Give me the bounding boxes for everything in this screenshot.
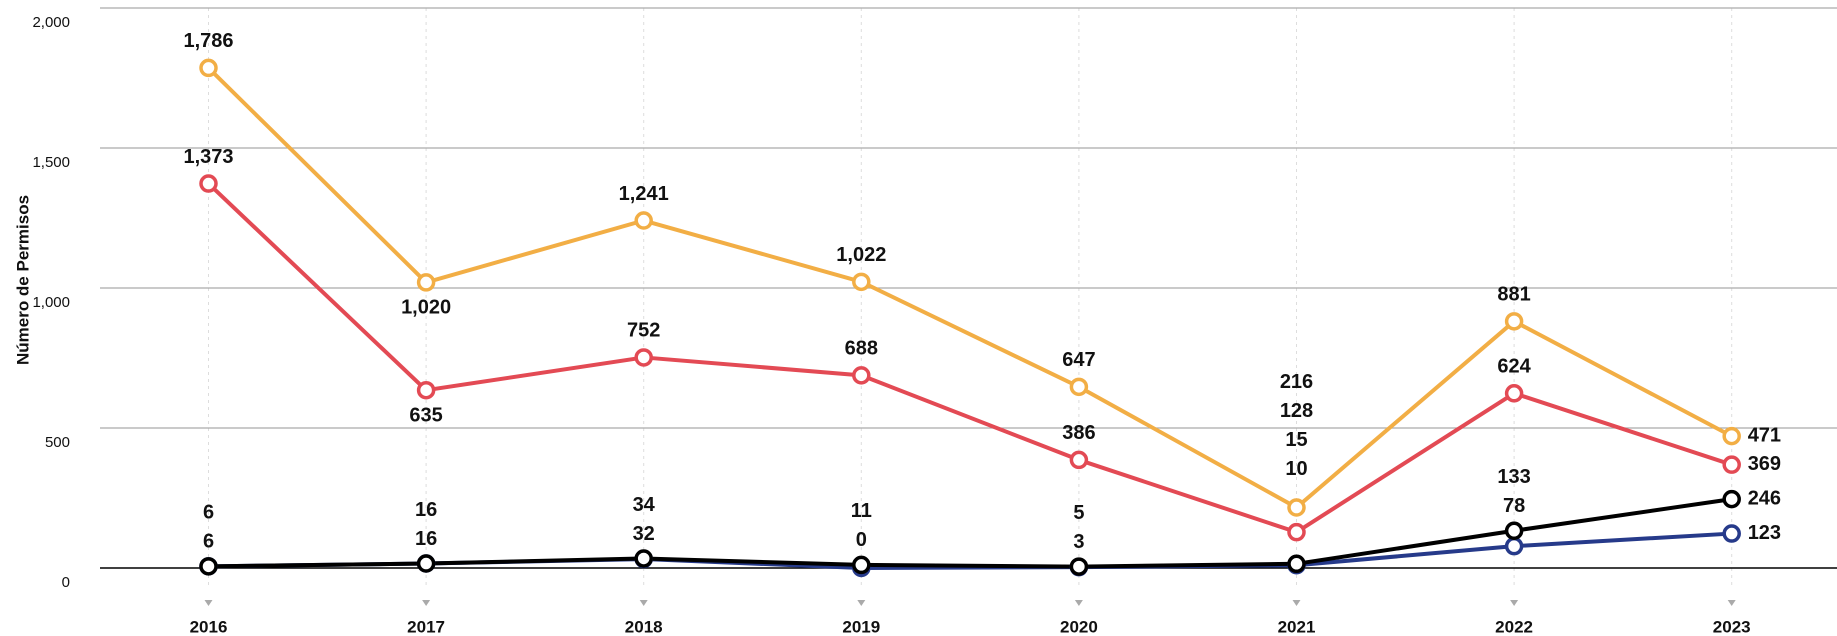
data-label: 1,786 [183,30,233,52]
point [1069,377,1089,397]
data-label: 3 [1073,531,1084,553]
data-label: 133 [1497,466,1530,488]
point [1722,426,1741,446]
data-label: 1,020 [401,297,451,319]
x-tick-mark [422,600,431,606]
data-label: 78 [1503,495,1525,517]
point [852,555,871,575]
data-label: 688 [845,338,878,360]
data-label: 752 [627,320,660,342]
data-label: 5 [1073,502,1084,524]
series-line [207,182,1733,535]
x-tick-label: 2017 [407,617,445,636]
data-label: 386 [1062,422,1095,444]
x-tick-mark [1292,600,1301,606]
data-label: 1,022 [836,244,886,266]
x-tick-mark [639,600,648,606]
y-tick-label: 2,000 [32,14,70,31]
data-label: 471 [1748,424,1781,446]
data-label: 128 [1280,400,1313,422]
point [199,174,218,193]
data-label: 32 [633,523,655,545]
point [1287,498,1306,517]
x-tick-mark [204,600,213,606]
x-tick-label: 2016 [190,617,228,636]
data-label: 0 [856,529,867,551]
point [416,380,436,400]
data-label: 216 [1280,371,1313,393]
x-tick-mark [1727,600,1736,606]
series-line [207,66,1733,510]
x-tick-label: 2023 [1713,617,1751,636]
data-label: 16 [415,528,437,550]
point [1287,554,1306,574]
y-tick-label: 500 [45,434,70,451]
point [1722,524,1741,543]
y-tick-label: 1,500 [32,154,70,171]
data-label: 1,373 [183,146,233,168]
point [1504,384,1524,403]
y-tick-label: 1,000 [32,294,70,311]
point [1504,521,1524,541]
data-label: 11 [851,500,872,522]
x-tick-label: 2020 [1060,617,1098,636]
x-tick-mark [857,600,866,606]
point [634,549,653,568]
x-tick-mark [1074,600,1083,606]
data-label: 647 [1062,349,1095,371]
point [1722,455,1741,474]
x-tick-mark [1510,600,1519,606]
data-label: 6 [203,531,214,553]
point [1504,312,1524,331]
data-label: 246 [1748,487,1781,509]
point [1287,522,1306,542]
series-line [208,497,1732,569]
point [852,272,871,292]
point [634,211,653,230]
data-label: 635 [409,404,442,426]
data-label: 1,241 [619,183,669,205]
point [416,273,436,292]
point [416,554,436,573]
point [199,557,218,576]
point [1069,450,1089,470]
x-tick-label: 2022 [1495,617,1533,636]
data-label: 16 [415,499,437,521]
data-label: 881 [1497,284,1530,306]
data-label: 34 [633,494,656,516]
data-label: 624 [1497,356,1531,378]
point [199,58,218,78]
point [1504,536,1524,556]
point [852,366,871,385]
point [1069,557,1089,576]
data-label: 10 [1285,458,1307,480]
data-label: 6 [203,502,214,524]
x-tick-label: 2018 [625,617,663,636]
data-label: 369 [1748,453,1781,475]
x-tick-label: 2021 [1278,617,1316,636]
y-axis-label: Número de Permisos [13,195,32,365]
x-tick-label: 2019 [842,617,880,636]
y-tick-label: 0 [62,574,70,591]
data-label: 123 [1748,522,1781,544]
point [634,348,653,367]
data-label: 15 [1285,429,1307,451]
point [1722,489,1741,509]
